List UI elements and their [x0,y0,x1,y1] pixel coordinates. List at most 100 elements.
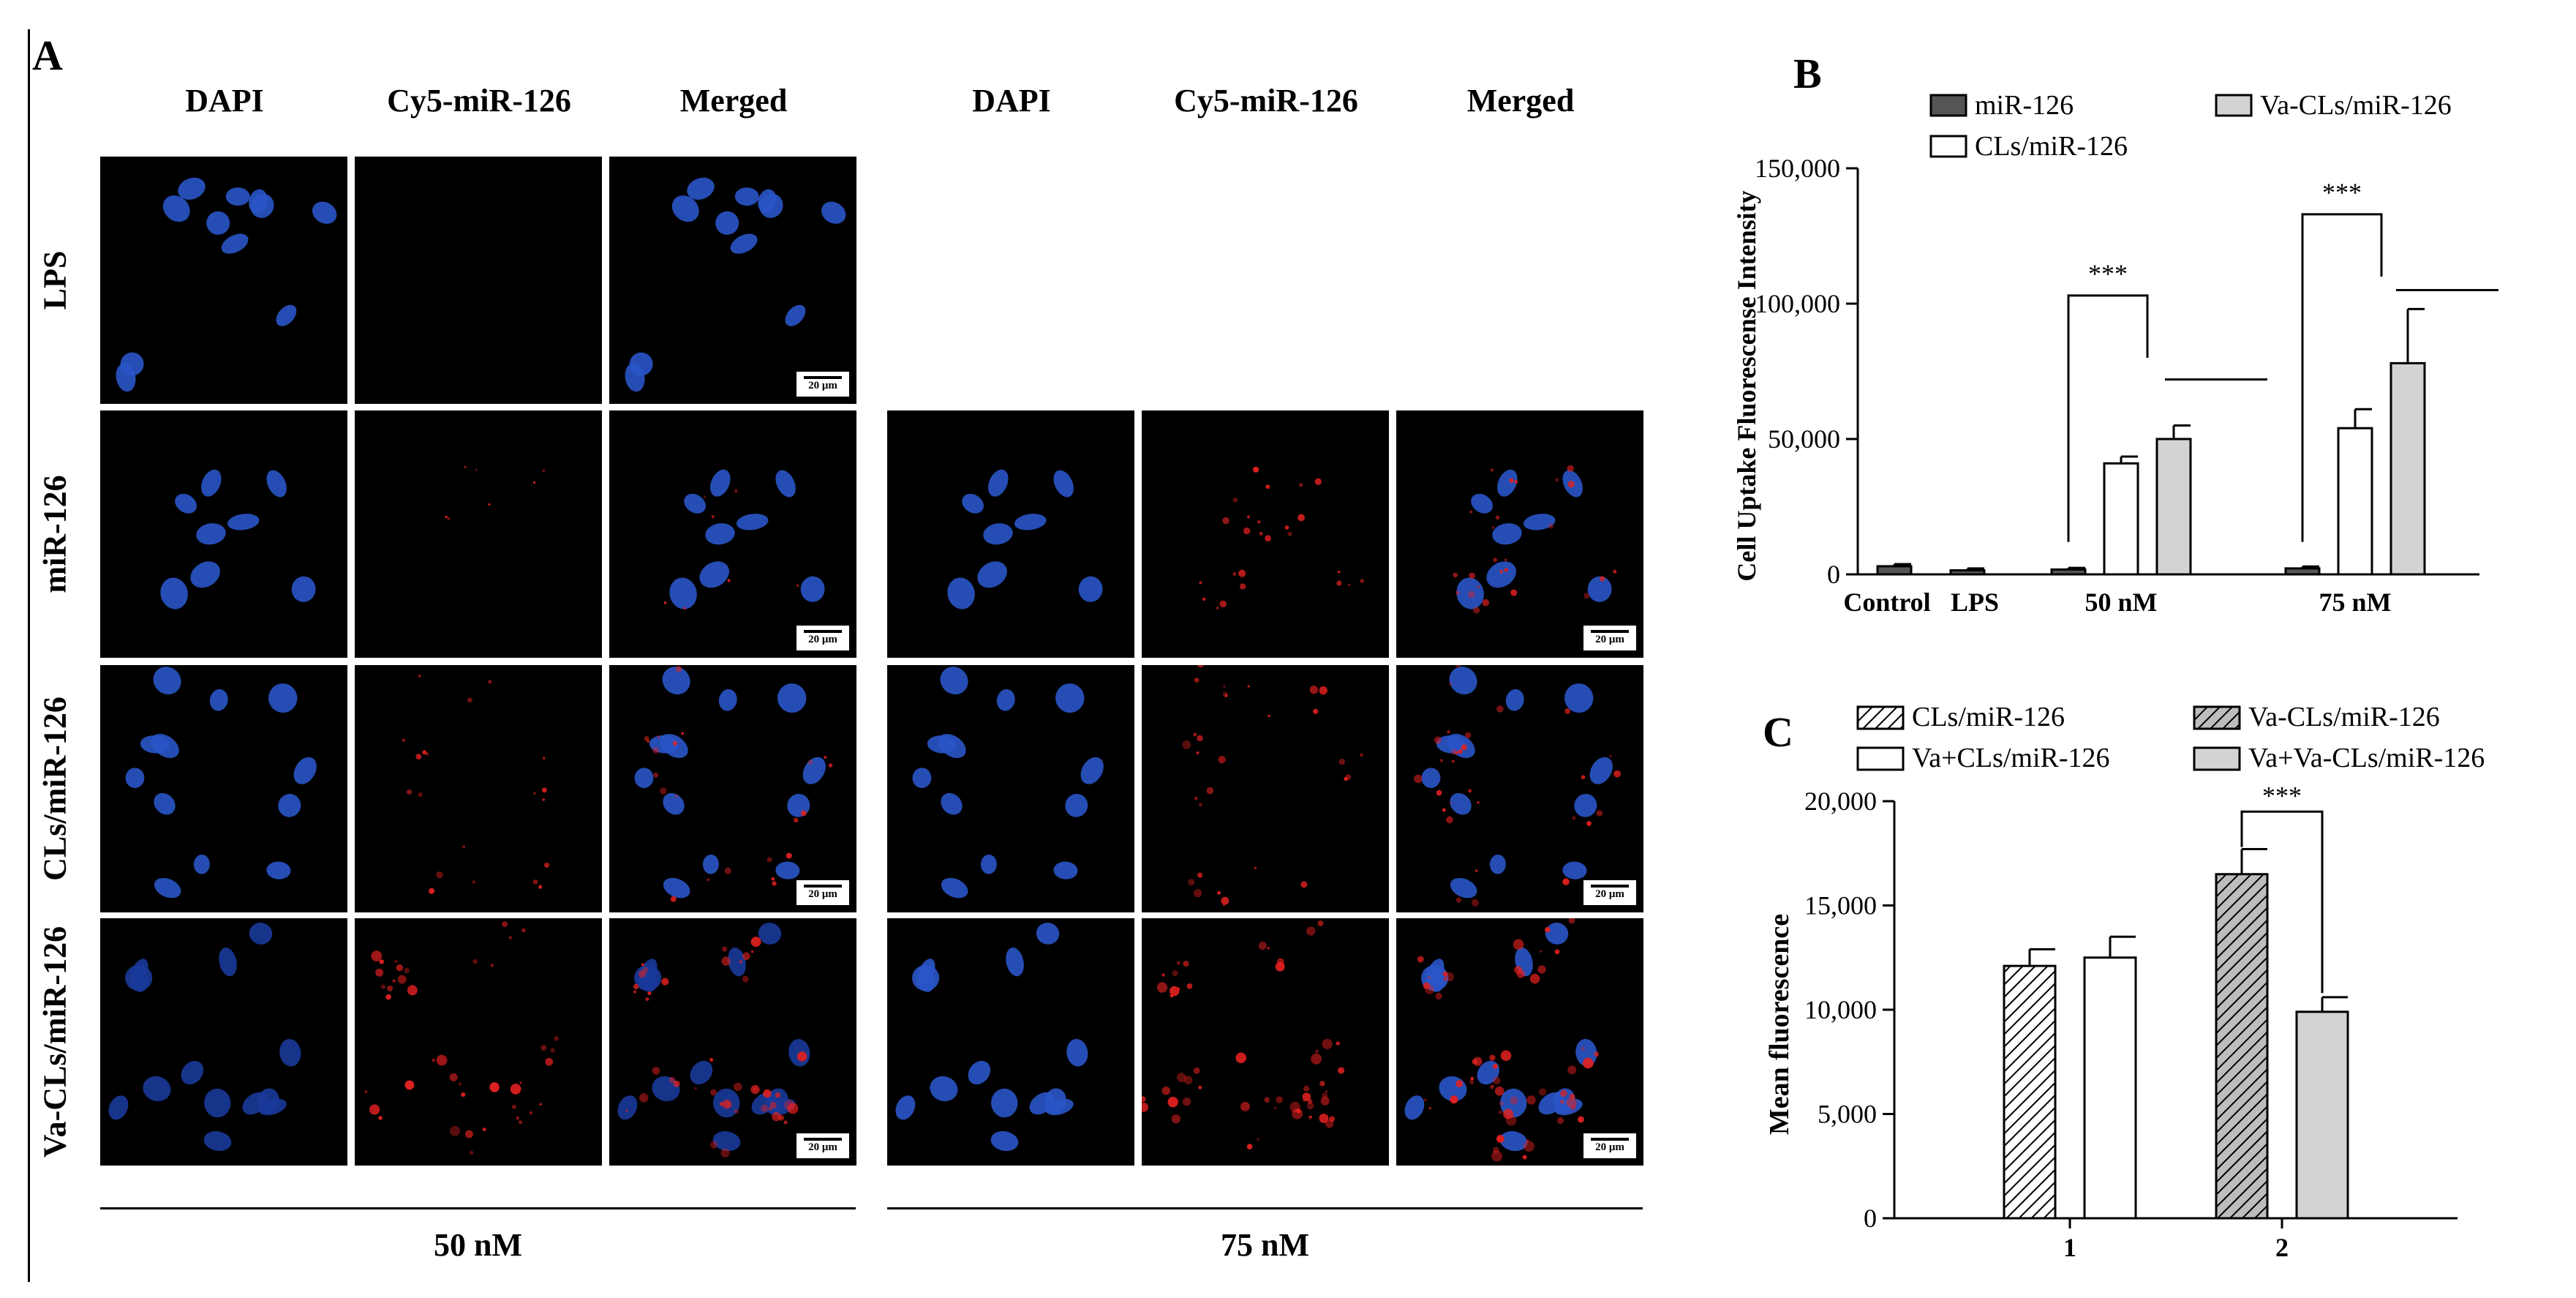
panel-c-xtick-label: 2 [2275,1233,2289,1262]
panel-b-sig-stars: *** [2322,178,2362,207]
col-header-merged-50: Merged [679,83,788,119]
panel-c-legend-swatch [2193,705,2241,730]
panel-b-xtick-label: 75 nM [2319,588,2392,617]
panel-c-ytick-label: 5,000 [1818,1100,1877,1129]
row-label-lps: LPS [37,250,73,310]
panel-c-ytick-label: 20,000 [1804,787,1877,816]
scale-bar-line [804,630,842,633]
panel-c-ylabel: Mean fluorescence [1764,914,1795,1135]
micrograph-va-cls-dapi-50nm [100,918,347,1166]
panel-c-bar [2215,873,2269,1220]
micrograph-cls-cy5-50nm [355,665,602,912]
panel-b-legend-swatch [1929,94,1967,117]
scale-bar: 20 μm [1583,880,1636,905]
group-label-50nm: 50 nM [434,1227,522,1263]
chart-c: C Mean fluorescence 0 5,000 10,000 15,000 20,0… [1763,702,2485,1262]
col-header-merged-75: Merged [1466,83,1575,119]
panel-c-xtick-label: 1 [2063,1233,2076,1262]
micrograph-mir126-dapi-50nm [100,410,347,658]
scale-bar-line [804,885,842,888]
panel-b-ylabel: Cell Uptake Fluorescense Intensity [1732,190,1761,581]
scale-bar-label: 20 μm [1595,888,1624,900]
micrograph-va-cls-merged-50nm: 20 μm [609,918,856,1166]
micrograph-va-cls-merged-75nm: 20 μm [1396,918,1643,1166]
panel-b-bar [2050,568,2087,576]
scale-bar-label: 20 μm [1595,1141,1624,1153]
micrograph-cls-merged-50nm: 20 μm [609,665,856,912]
panel-b-xtick-label: LPS [1951,588,1999,617]
scale-bar: 20 μm [1583,1133,1636,1158]
panel-b-ytick-label: 100,000 [1755,289,1840,318]
panel-b-sig-bracket [2301,213,2383,542]
scale-bar: 20 μm [796,372,849,397]
panel-c-legend-label: Va-CLs/miR-126 [2248,702,2440,732]
panel-c-ytick-label: 10,000 [1804,995,1877,1024]
micrograph-mir126-dapi-75nm [887,410,1134,658]
col-header-cy5-50: Cy5-miR-126 [387,83,571,119]
micrograph-cls-merged-75nm: 20 μm [1396,665,1643,912]
panel-b-bar [2284,567,2321,576]
chart-b: B Cell Uptake Fluorescense Intensity 0 50,0… [1732,50,2498,617]
micrograph-va-cls-cy5-75nm [1142,918,1389,1166]
panel-c-letter: C [1763,708,1793,756]
scale-bar-label: 20 μm [808,380,837,391]
panel-b-bar [1876,565,1913,576]
panel-b-bar [2103,462,2139,576]
row-label-mir126: miR-126 [37,475,73,593]
scale-bar: 20 μm [796,626,849,650]
row-label-cls: CLs/miR-126 [37,697,73,881]
scale-bar-label: 20 μm [808,1141,837,1153]
panel-b-ytick-label: 150,000 [1755,154,1840,183]
micrograph-lps-dapi-50nm [100,157,347,404]
panel-b-ytick-label: 0 [1827,560,1840,589]
panel-c-legend-label: CLs/miR-126 [1912,702,2065,732]
panel-b-bar [2155,438,2192,576]
panel-c-legend-label: Va+CLs/miR-126 [1912,743,2110,773]
row-label-va-cls: Va-CLs/miR-126 [37,926,73,1158]
panel-b-sig-stars: *** [2088,259,2128,288]
micrograph-va-cls-cy5-50nm [355,918,602,1166]
micrograph-cls-cy5-75nm [1142,665,1389,912]
scale-bar-line [1591,630,1629,633]
micrograph-mir126-merged-75nm: 20 μm [1396,410,1643,658]
col-header-dapi-50: DAPI [185,83,264,119]
panel-c-bar [2295,1010,2349,1220]
scale-bar-label: 20 μm [808,634,837,645]
micrograph-lps-merged-50nm: 20 μm [609,157,856,404]
panel-c-bar [2083,956,2137,1220]
micrograph-mir126-cy5-75nm [1142,410,1389,658]
micrograph-va-cls-dapi-75nm [887,918,1134,1166]
panel-b-legend-label: CLs/miR-126 [1975,131,2128,162]
scale-bar-line [804,376,842,379]
panel-b-ytick-label: 50,000 [1768,424,1840,454]
micrograph-lps-cy5-50nm [355,157,602,404]
panel-b-xtick-label: 50 nM [2085,588,2158,617]
group-label-75nm: 75 nM [1221,1227,1309,1263]
panel-c-sig-stars: *** [2262,781,2302,810]
panel-c-legend-label: Va+Va-CLs/miR-126 [2248,743,2485,773]
panel-b-xtick-label: Control [1843,588,1930,617]
scale-bar-label: 20 μm [1595,634,1624,645]
micrograph-mir126-cy5-50nm [355,410,602,658]
panel-b-letter: B [1793,50,1822,97]
panel-b-bar [2337,427,2373,576]
col-header-cy5-75: Cy5-miR-126 [1174,83,1358,119]
panel-b-legend-swatch [1929,135,1967,158]
scale-bar-label: 20 μm [808,888,837,900]
scale-bar-line [1591,885,1629,888]
col-header-dapi-75: DAPI [972,83,1051,119]
micrograph-cls-dapi-50nm [100,665,347,912]
panel-c-ytick-label: 15,000 [1804,891,1877,920]
panel-b-sig-bracket [2067,294,2149,542]
panel-a-letter: A [32,31,63,79]
panel-b-legend-label: miR-126 [1975,90,2074,121]
scale-bar: 20 μm [796,880,849,905]
panel-c-legend-swatch [2193,746,2241,771]
panel-c-legend-swatch [1856,705,1905,730]
panel-b-bar [2389,361,2426,576]
scale-bar: 20 μm [796,1133,849,1158]
micrograph-mir126-merged-50nm: 20 μm [609,410,856,658]
panel-a-border [28,29,30,1282]
scale-bar: 20 μm [1583,626,1636,650]
scale-bar-line [1591,1138,1629,1141]
